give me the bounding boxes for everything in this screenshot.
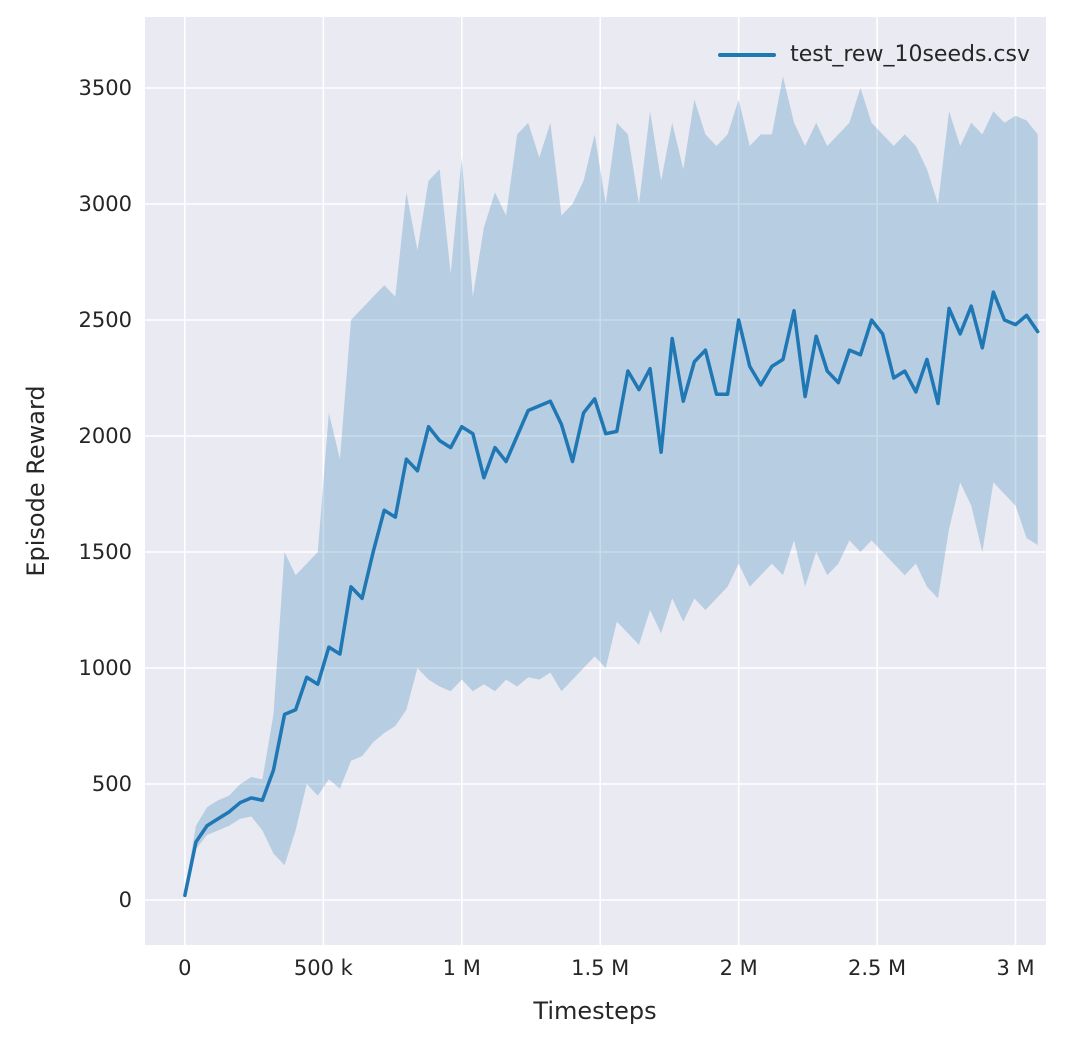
x-tick-label: 3 M — [996, 956, 1034, 980]
y-tick-label: 2500 — [79, 308, 132, 332]
confidence-band — [184, 76, 1038, 898]
x-tick-label: 2 M — [720, 956, 758, 980]
x-axis-label: Timesteps — [533, 997, 657, 1025]
legend-line-swatch — [718, 52, 777, 57]
x-tick-label: 1 M — [443, 956, 481, 980]
y-axis-label: Episode Reward — [22, 385, 50, 577]
y-tick-label: 1500 — [79, 540, 132, 564]
legend-label: test_rew_10seeds.csv — [790, 42, 1030, 67]
mean-line — [183, 290, 1040, 898]
x-tick-label: 0 — [178, 956, 191, 980]
legend: test_rew_10seeds.csv — [718, 42, 1030, 67]
x-tick-label: 500 k — [294, 956, 354, 980]
y-tick-label: 3000 — [79, 192, 132, 216]
y-tick-label: 500 — [92, 772, 132, 796]
plot-background — [145, 17, 1046, 945]
y-tick-label: 1000 — [79, 656, 132, 680]
x-tick-label: 2.5 M — [848, 956, 906, 980]
y-tick-label: 2000 — [79, 424, 132, 448]
y-tick-label: 0 — [119, 888, 132, 912]
x-tick-label: 1.5 M — [571, 956, 629, 980]
y-tick-label: 3500 — [79, 76, 132, 100]
